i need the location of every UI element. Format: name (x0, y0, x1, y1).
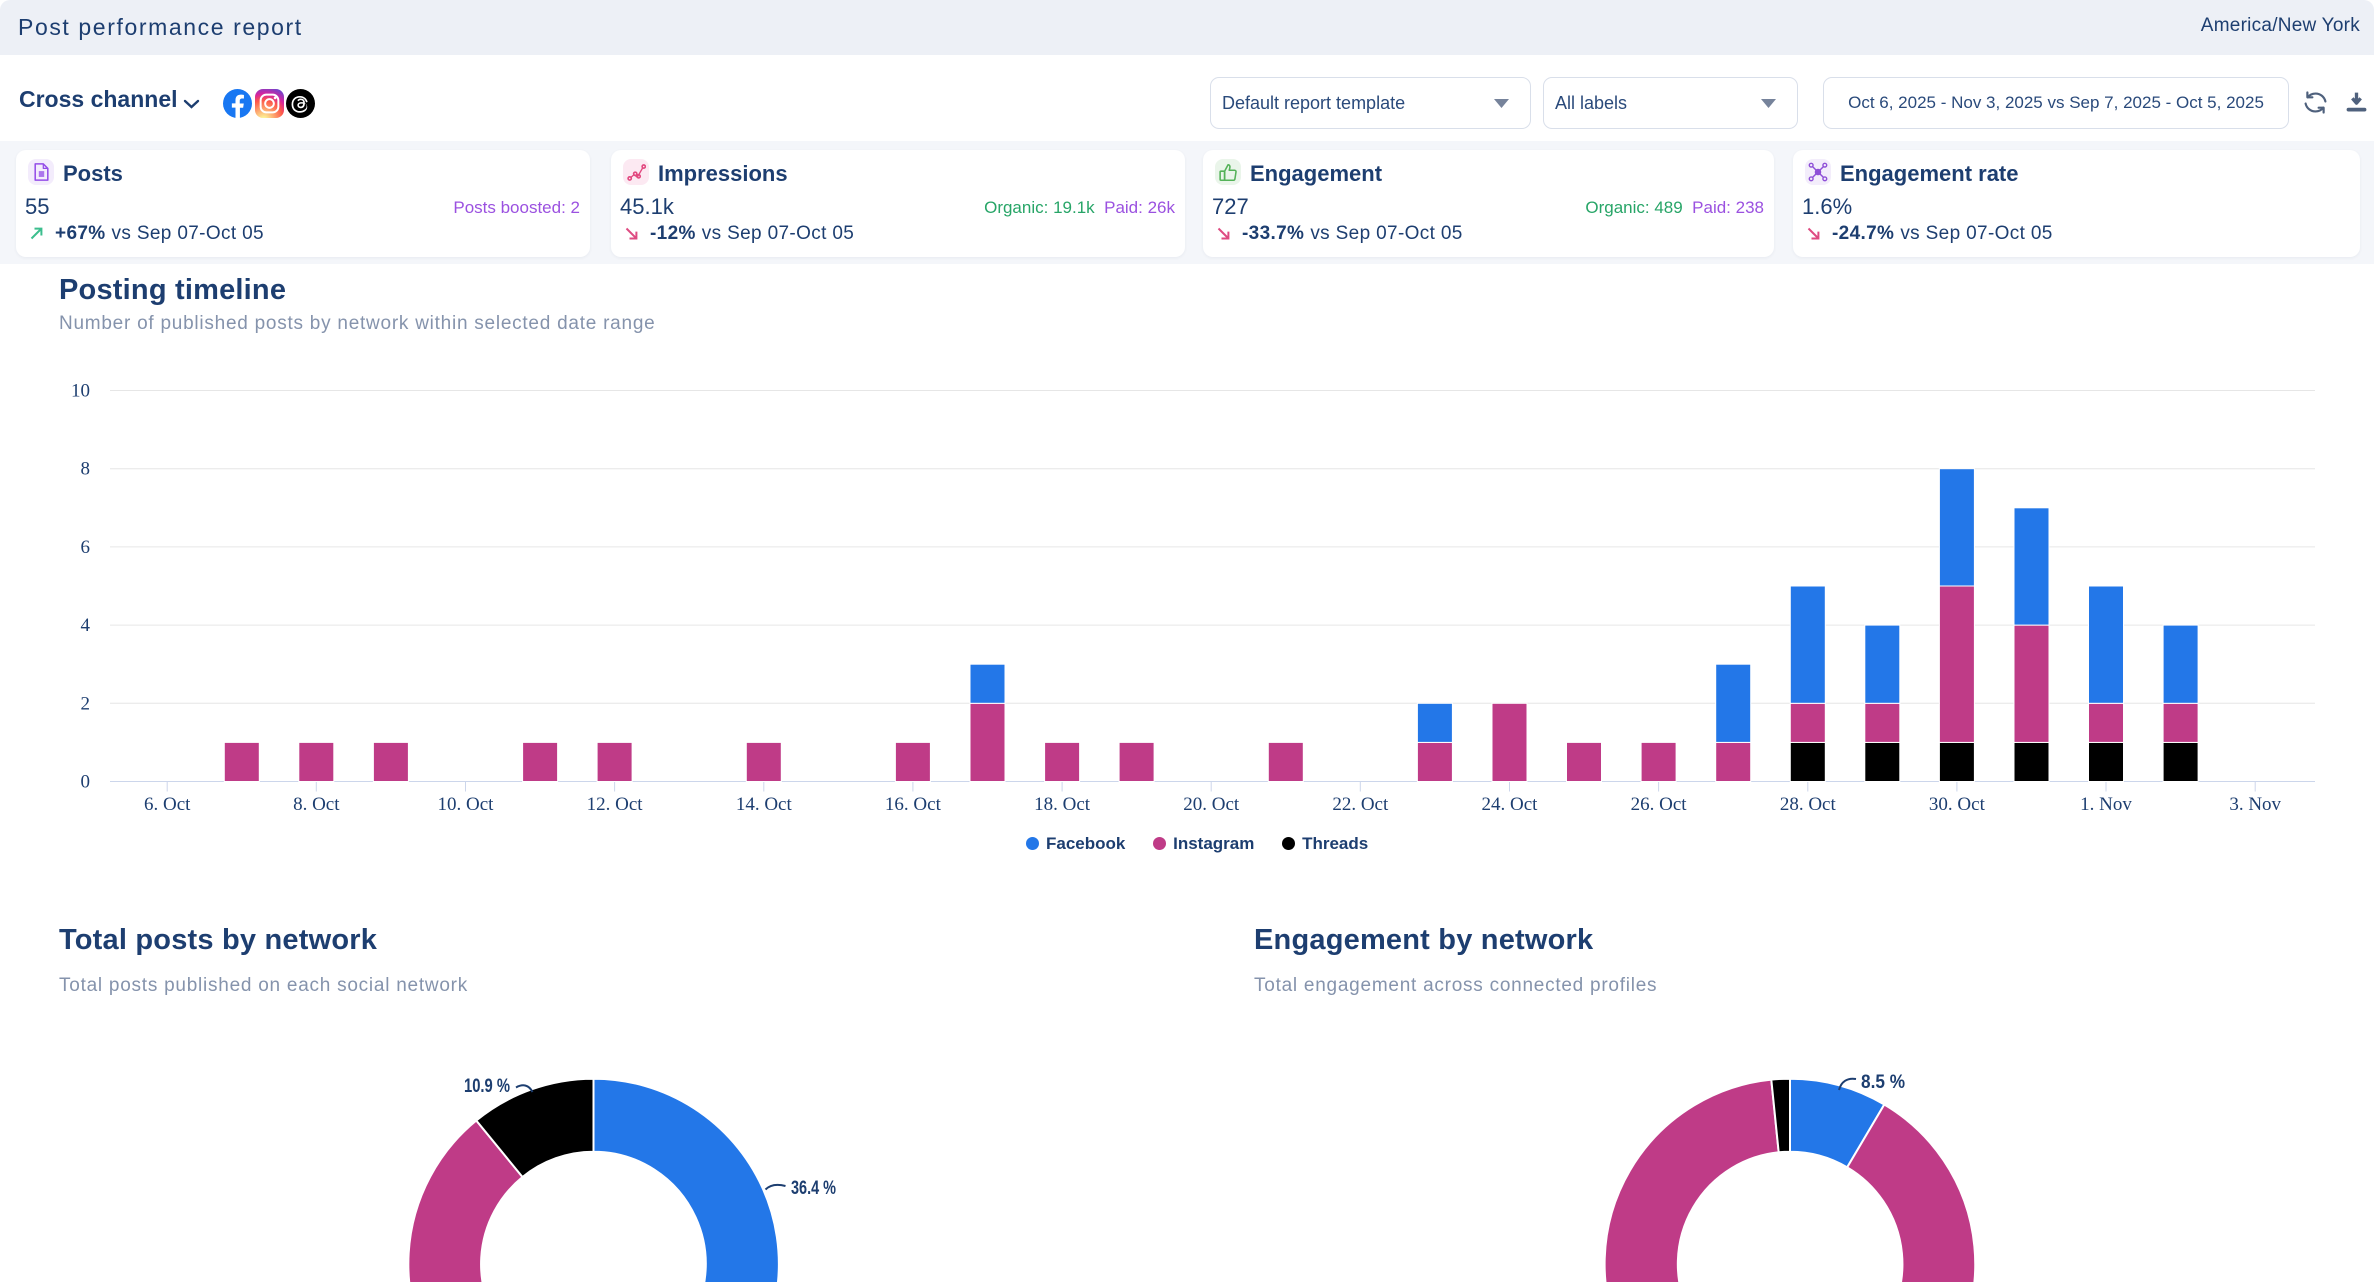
svg-text:6. Oct: 6. Oct (144, 794, 191, 815)
svg-text:8. Oct: 8. Oct (293, 794, 340, 815)
svg-text:14. Oct: 14. Oct (736, 794, 793, 815)
svg-text:10: 10 (71, 381, 90, 402)
svg-text:18. Oct: 18. Oct (1034, 794, 1091, 815)
svg-text:26. Oct: 26. Oct (1631, 794, 1688, 815)
svg-text:12. Oct: 12. Oct (587, 794, 644, 815)
svg-text:20. Oct: 20. Oct (1183, 794, 1240, 815)
svg-text:28. Oct: 28. Oct (1780, 794, 1837, 815)
svg-text:30. Oct: 30. Oct (1929, 794, 1986, 815)
svg-text:4: 4 (81, 615, 91, 636)
svg-text:16. Oct: 16. Oct (885, 794, 942, 815)
svg-text:3. Nov: 3. Nov (2229, 794, 2281, 815)
svg-text:10.9 %: 10.9 % (464, 1076, 510, 1097)
svg-text:0: 0 (81, 772, 91, 793)
svg-text:24. Oct: 24. Oct (1482, 794, 1539, 815)
svg-text:36.4 %: 36.4 % (791, 1178, 836, 1199)
svg-text:6: 6 (81, 537, 91, 558)
svg-text:8.5 %: 8.5 % (1861, 1072, 1905, 1093)
svg-text:22. Oct: 22. Oct (1332, 794, 1389, 815)
svg-text:10. Oct: 10. Oct (438, 794, 495, 815)
svg-text:2: 2 (81, 693, 91, 714)
svg-text:8: 8 (81, 459, 91, 480)
svg-text:1. Nov: 1. Nov (2080, 794, 2132, 815)
